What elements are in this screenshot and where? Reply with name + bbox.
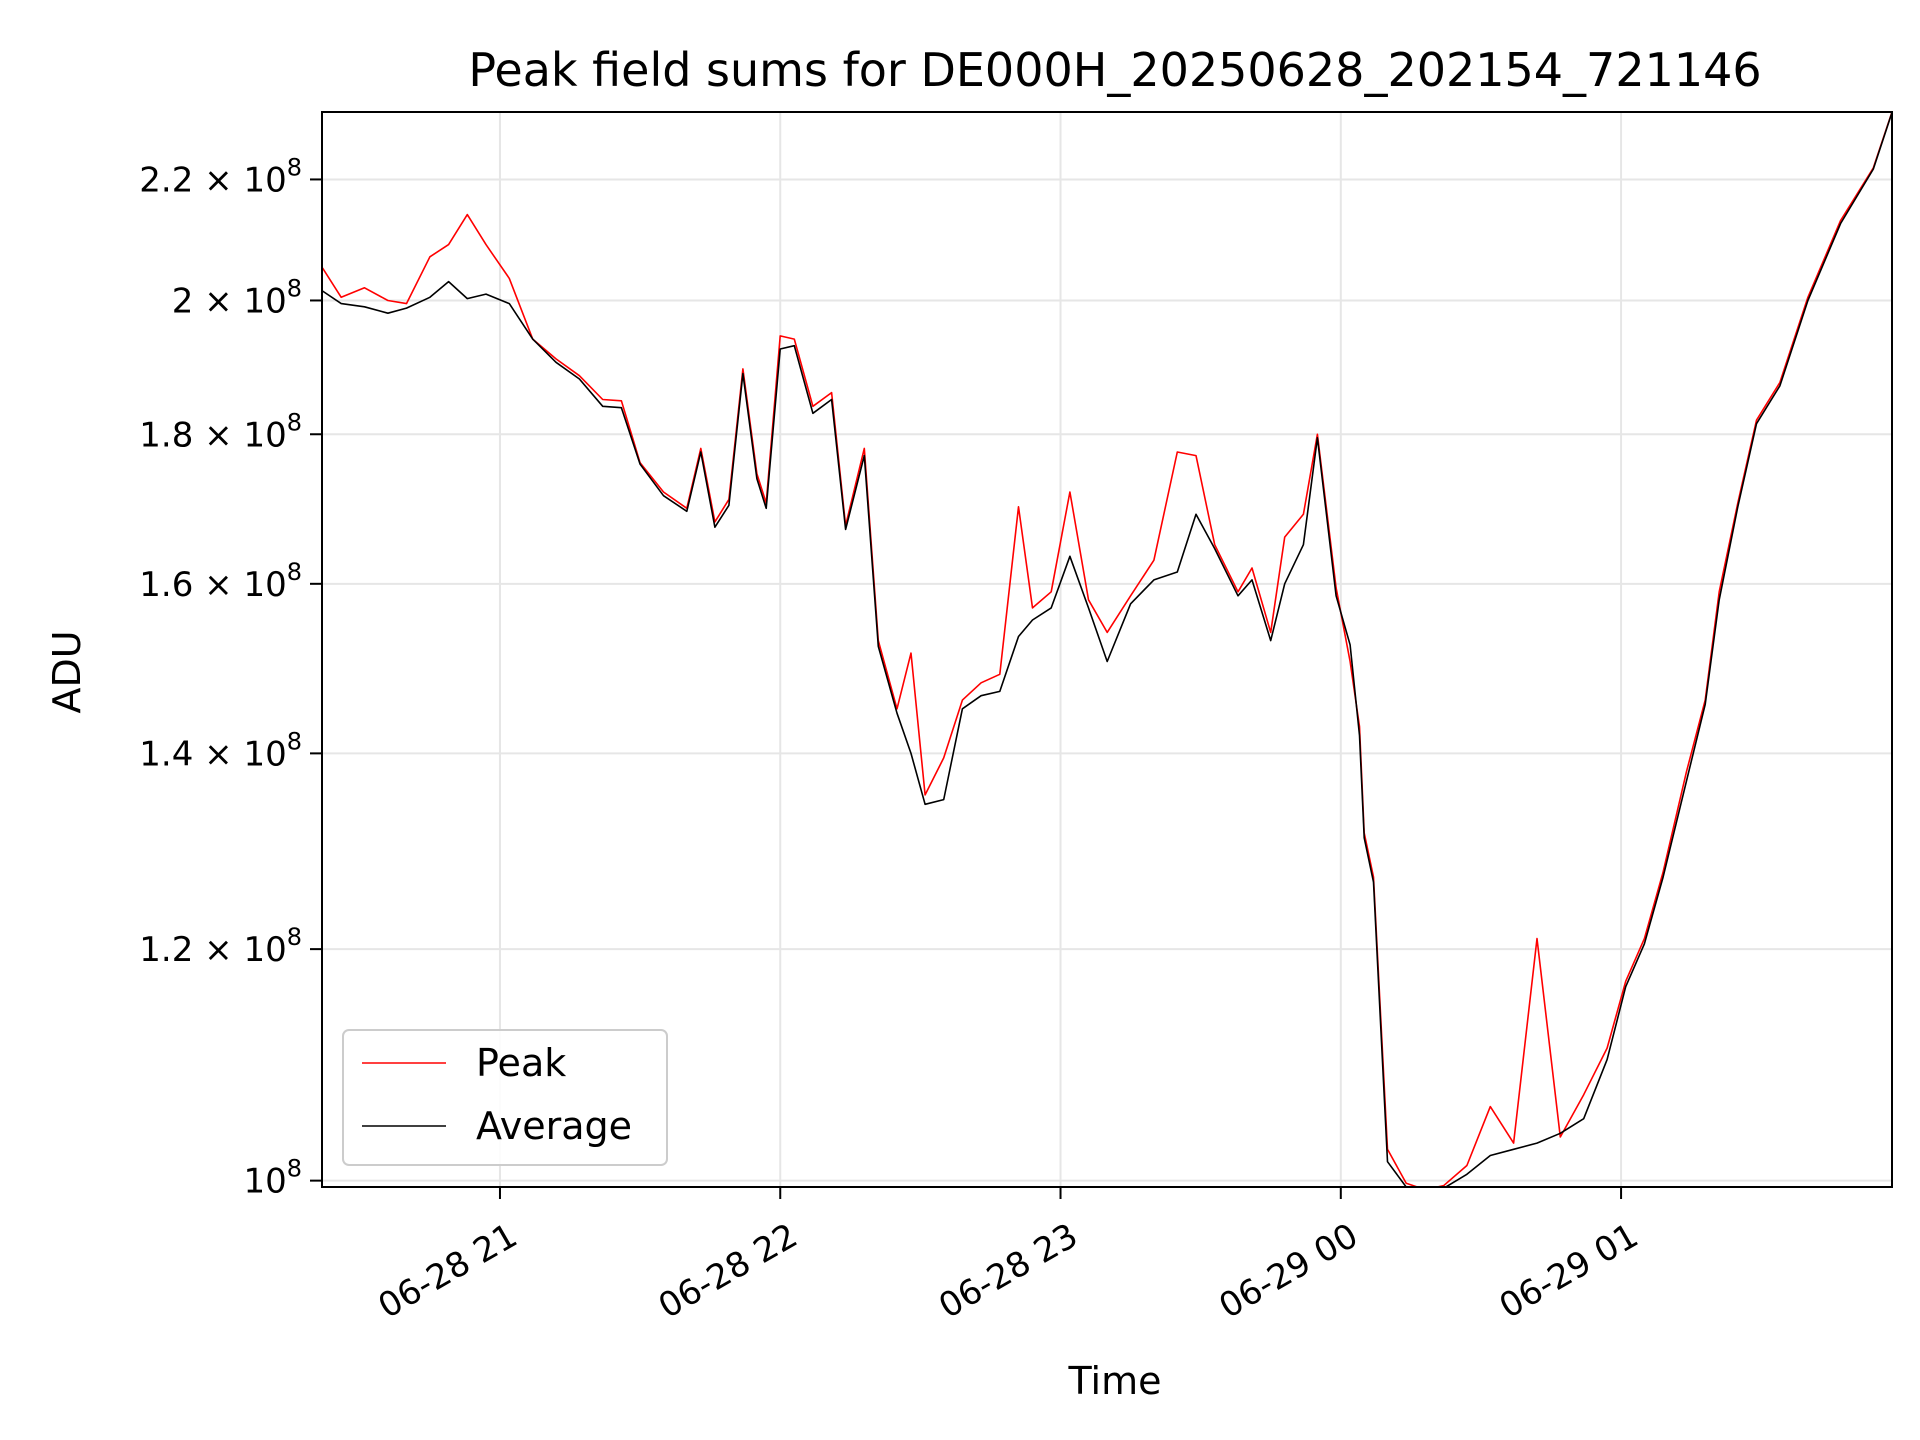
y-tick-label: 1.2 × 108 xyxy=(139,923,302,970)
y-tick-label: 1.4 × 108 xyxy=(139,727,302,774)
y-axis-label: ADU xyxy=(45,630,89,713)
series-line-average xyxy=(322,112,1892,1187)
chart-title: Peak field sums for DE000H_20250628_2021… xyxy=(468,43,1761,97)
y-tick-label: 108 xyxy=(243,1155,302,1202)
legend-label-average: Average xyxy=(476,1104,632,1148)
x-axis-label: Time xyxy=(1068,1359,1162,1403)
y-tick-label: 1.6 × 108 xyxy=(139,558,302,605)
grid xyxy=(322,112,1892,1187)
series-line-peak xyxy=(322,112,1892,1187)
plot-frame xyxy=(321,111,1893,1188)
y-tick-label: 1.8 × 108 xyxy=(139,408,302,455)
legend: Peak Average xyxy=(342,1029,668,1166)
series-layer xyxy=(322,112,1892,1187)
y-tick-label: 2.2 × 108 xyxy=(139,153,302,200)
y-tick-label: 2 × 108 xyxy=(172,274,302,321)
legend-label-peak: Peak xyxy=(476,1041,566,1085)
y-axis: 108 1.2 × 108 1.4 × 108 1.6 × 108 1.8 × 108 2… xyxy=(139,153,322,1202)
